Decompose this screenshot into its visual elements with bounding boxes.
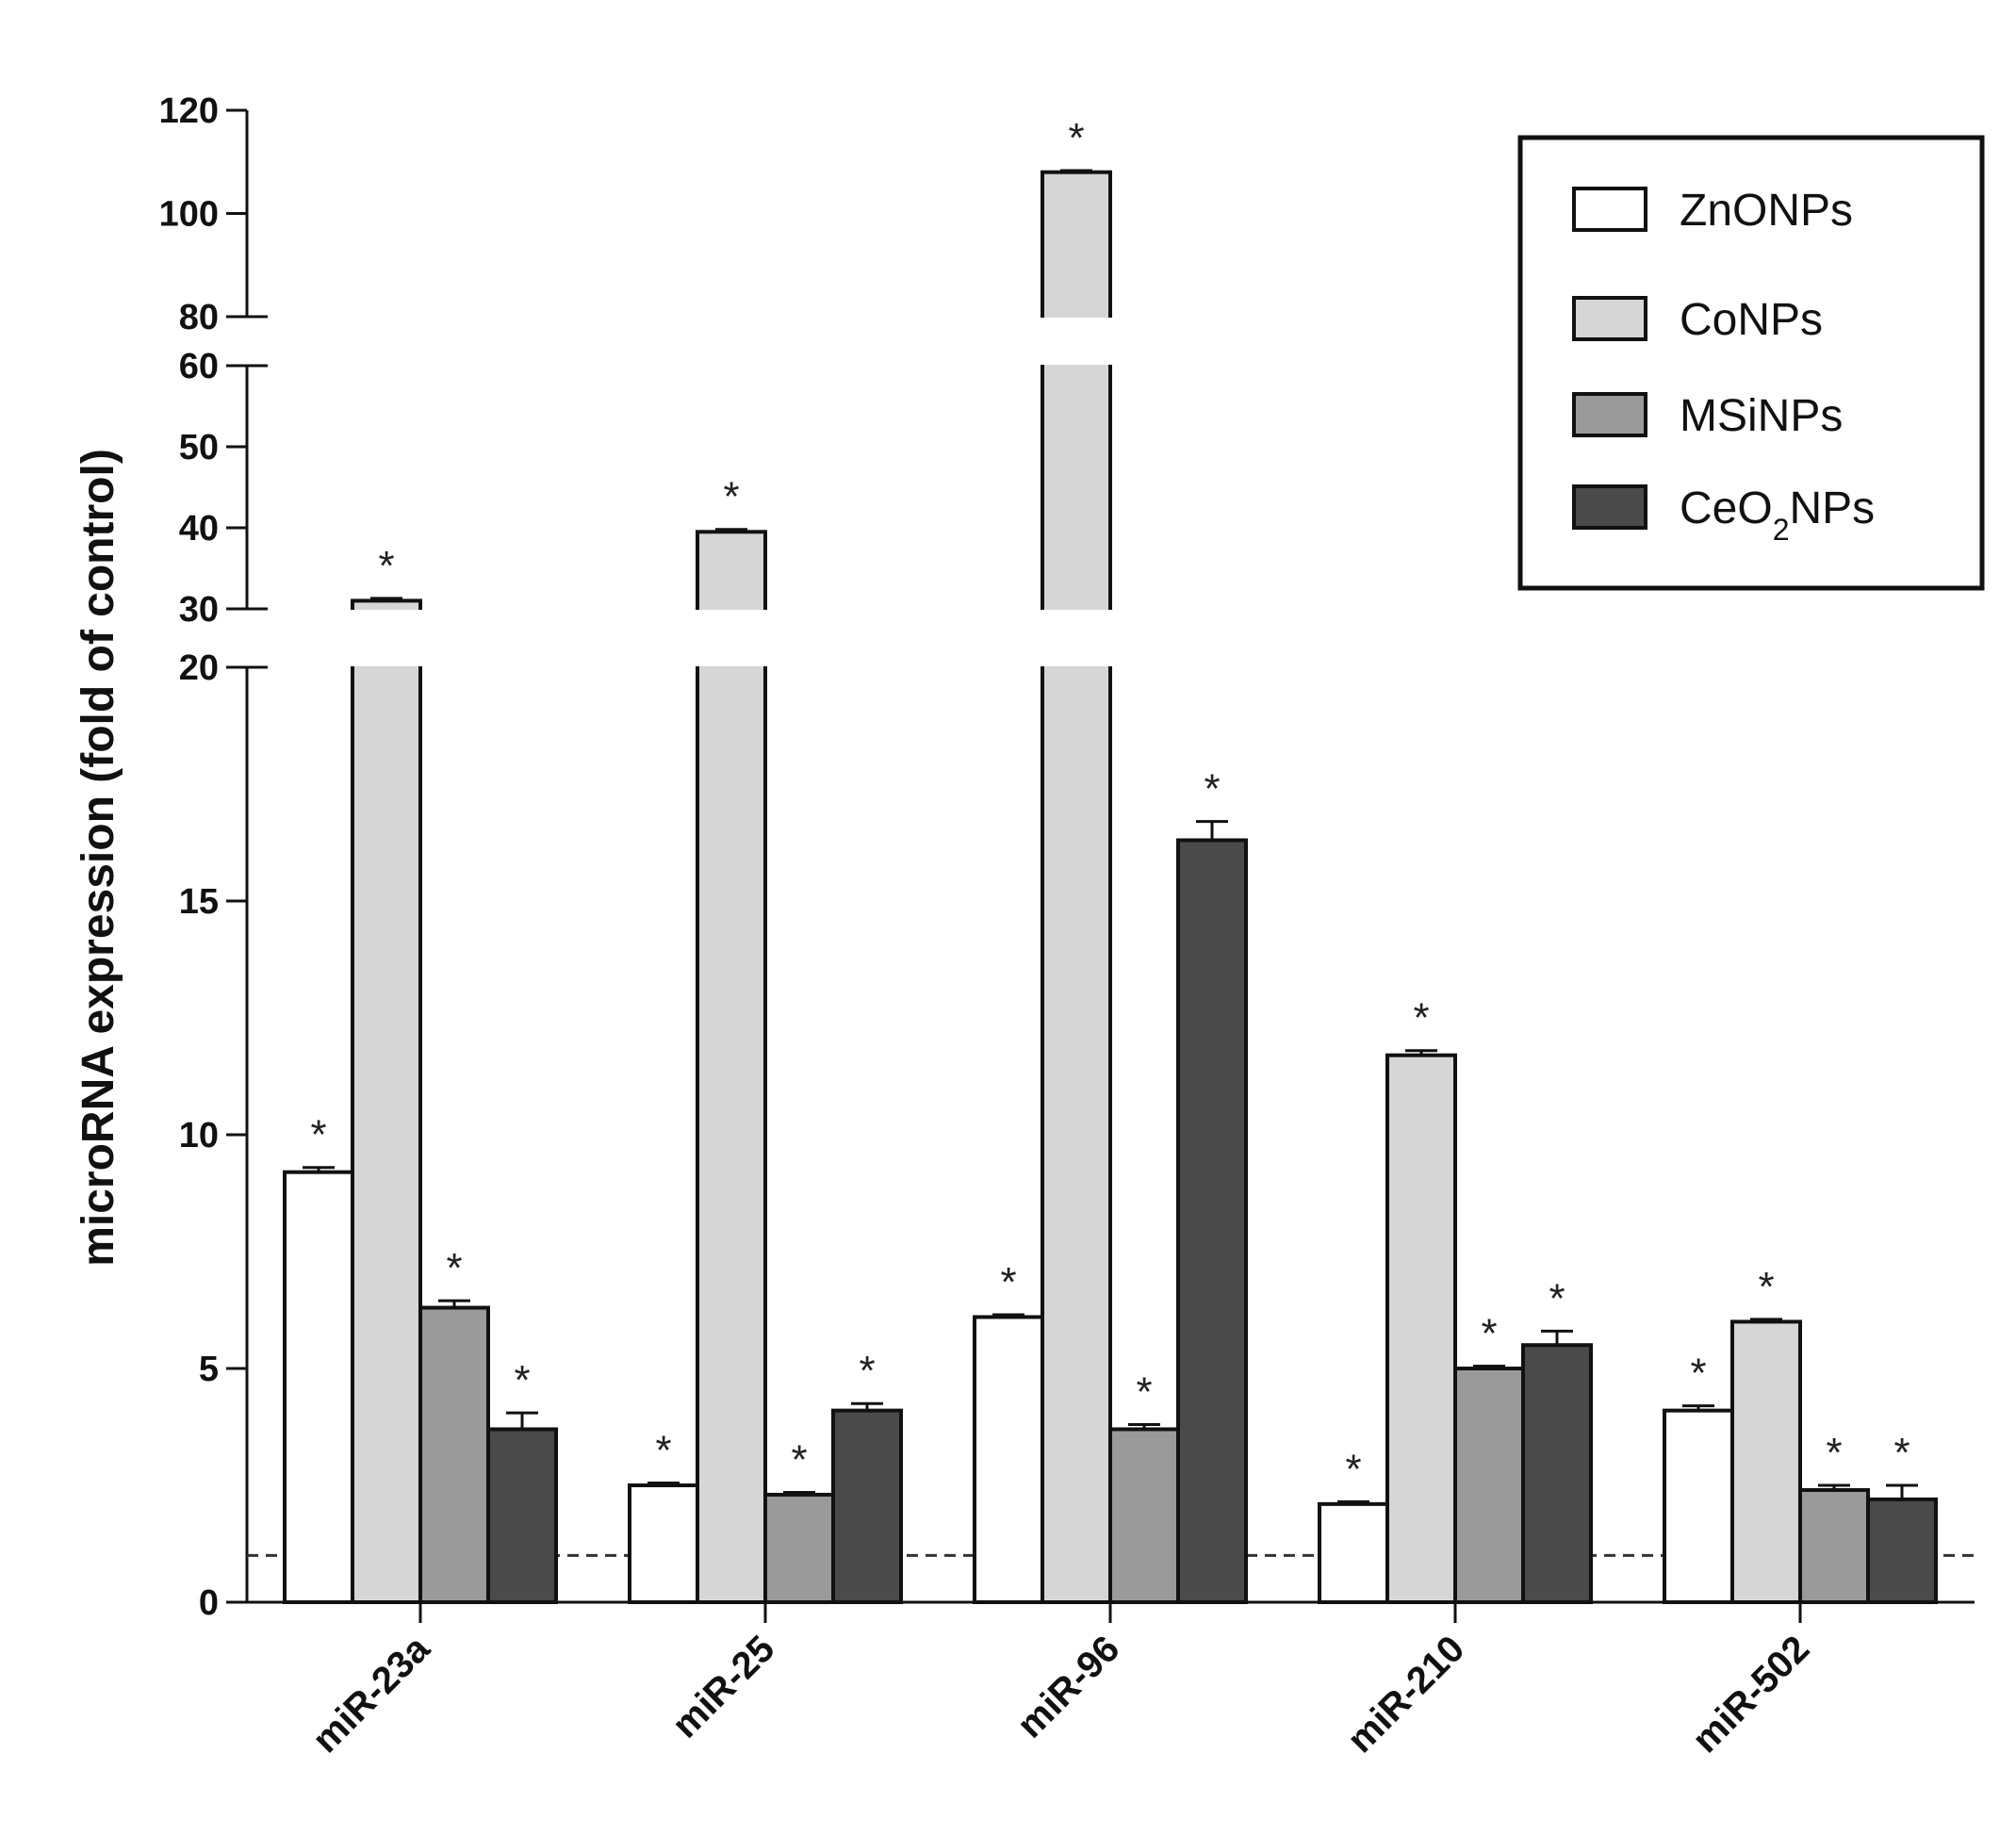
significance-marker: * [1000, 1259, 1016, 1305]
legend-label: MSiNPs [1680, 391, 1843, 441]
x-tick-label: miR-23a [304, 1628, 438, 1761]
significance-marker: * [1068, 115, 1084, 161]
bar [696, 530, 767, 1604]
bar [831, 1408, 903, 1605]
y-tick-label: 0 [199, 1583, 219, 1623]
bar [1108, 1427, 1180, 1604]
significance-marker: * [514, 1357, 530, 1403]
y-tick-label: 80 [179, 298, 219, 337]
legend-label-main: CoNPs [1680, 295, 1823, 345]
significance-marker: * [723, 474, 739, 520]
bar [1453, 1367, 1525, 1604]
legend-label-main: CeO [1680, 483, 1773, 533]
y-tick-label: 40 [179, 509, 219, 549]
bar [1176, 838, 1248, 1604]
bar [351, 598, 422, 1604]
legend: ZnONPs CoNPs MSiNPs CeO2NPs [1517, 135, 1985, 591]
legend-label-subscript: 2 [1773, 513, 1790, 547]
significance-marker: * [1690, 1351, 1706, 1397]
legend-label: CoNPs [1680, 295, 1823, 345]
y-tick-label: 50 [179, 428, 219, 467]
significance-marker: * [1481, 1311, 1497, 1357]
significance-marker: * [1345, 1446, 1361, 1492]
y-tick-label: 120 [159, 91, 219, 131]
legend-swatch [1572, 187, 1647, 232]
significance-marker: * [310, 1112, 326, 1158]
x-tick-label: miR-25 [664, 1628, 782, 1745]
bar [1385, 1053, 1457, 1605]
bar-break-gap [1039, 610, 1114, 666]
legend-swatch [1572, 484, 1647, 530]
bar [1798, 1487, 1870, 1604]
significance-marker: * [1826, 1430, 1842, 1476]
bar [1866, 1497, 1938, 1605]
bar [1521, 1343, 1593, 1604]
significance-marker: * [655, 1428, 671, 1474]
bar [486, 1427, 558, 1604]
bar [1318, 1501, 1389, 1604]
y-tick-label: 5 [199, 1350, 219, 1389]
significance-marker: * [378, 543, 394, 589]
significance-marker: * [1549, 1275, 1565, 1321]
y-tick-label: 20 [179, 648, 219, 688]
x-tick-label: miR-96 [1009, 1628, 1127, 1745]
legend-label-main: ZnONPs [1680, 186, 1853, 236]
bar [973, 1315, 1044, 1604]
bar [418, 1305, 490, 1605]
x-tick-label: miR-502 [1684, 1628, 1817, 1761]
significance-marker: * [1893, 1430, 1909, 1476]
bar [763, 1492, 835, 1605]
legend-label: CeO2NPs [1680, 483, 1875, 547]
significance-marker: * [446, 1245, 462, 1291]
axes: 0 5 10 15 20 30 40 50 60 80 100 120 [159, 91, 1975, 1623]
bar [628, 1483, 699, 1604]
bar [1663, 1408, 1734, 1605]
bar [1041, 170, 1112, 1605]
significance-marker: * [1413, 995, 1429, 1041]
y-tick-label: 30 [179, 590, 219, 630]
legend-swatch [1572, 296, 1647, 341]
bars: * * * * * * * * * * * * * * * * * * * * [283, 115, 1938, 1605]
x-tick-labels: miR-23a miR-25 miR-96 miR-210 miR-502 [304, 1628, 1817, 1761]
bar-break-gap [1039, 318, 1114, 365]
legend-label-main: MSiNPs [1680, 391, 1843, 441]
y-tick-label: 100 [159, 195, 219, 235]
significance-marker: * [791, 1436, 807, 1483]
bar [283, 1170, 354, 1605]
significance-marker: * [1204, 766, 1220, 812]
legend-swatch [1572, 392, 1647, 437]
legend-label: ZnONPs [1680, 186, 1853, 236]
y-tick-label: 15 [179, 882, 219, 922]
y-axis-label: microRNA expression (fold of control) [74, 449, 123, 1267]
x-tick-label: miR-210 [1339, 1628, 1472, 1761]
significance-marker: * [1136, 1369, 1152, 1416]
y-tick-label: 10 [179, 1116, 219, 1155]
bar-break-gap [349, 610, 424, 666]
significance-marker: * [859, 1348, 875, 1394]
legend-label-rest: NPs [1790, 483, 1876, 533]
bar [1730, 1319, 1802, 1605]
significance-marker: * [1758, 1264, 1774, 1310]
y-tick-label: 60 [179, 347, 219, 386]
bar-break-gap [694, 610, 769, 666]
